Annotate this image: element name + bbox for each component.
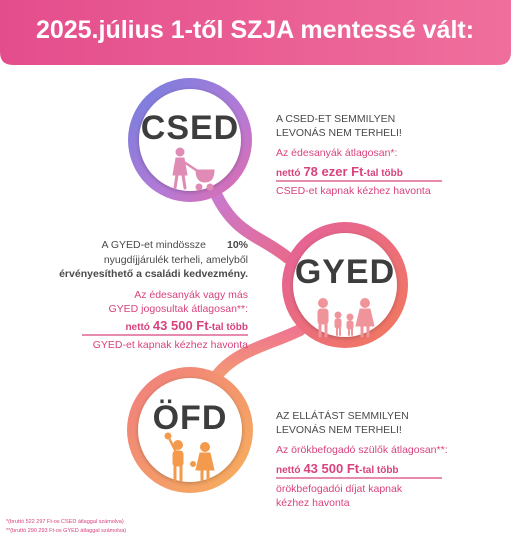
intro-line: Az örökbefogadó szülők átlagosan**: [276,444,448,456]
outro-line: GYED-et kapnak kézhez havonta [93,339,248,351]
icon-family [317,298,375,338]
amount-prefix: nettó [276,168,300,179]
heading-highlight: 10% [227,239,249,251]
amount: nettó 43 500 Ft-tal több [276,461,399,476]
amount-value: 43 500 Ft [153,318,209,333]
section-label: CSED [141,109,239,147]
icon-mother-stroller [172,147,215,191]
intro-line: Az édesanyák vagy más [134,289,248,301]
connector [209,324,306,384]
outro-line: CSED-et kapnak kézhez havonta [276,185,431,197]
title: 2025.július 1-től SZJA mentessé vált: [36,16,474,44]
csed-circle: CSED [128,78,252,202]
header-bar [0,0,511,65]
amount-suffix: -tal több [209,322,248,333]
amount: nettó 78 ezer Ft-tal több [276,164,403,179]
heading-line: LEVONÁS NEM TERHELI! [276,126,402,139]
section-label: GYED [295,253,395,291]
heading-line: A GYED-et mindössze [102,239,207,251]
amount-prefix: nettó [125,322,149,333]
amount-prefix: nettó [276,465,300,476]
ofd-circle: ÖFD [127,367,253,493]
footnote: *(bruttó 522 297 Ft-os CSED átlaggal szá… [6,519,124,525]
gyed-circle: GYED [282,222,408,348]
connector [209,186,294,264]
amount-value: 43 500 Ft [303,461,359,476]
intro-line: Az édesanyák átlagosan*: [276,147,397,159]
heading-line: AZ ELLÁTÁST SEMMILYEN [276,409,409,422]
heading-line: nyugdíjjárulék terheli, amelyből [104,254,248,266]
amount: nettó 43 500 Ft-tal több [125,318,248,333]
heading-line: érvényesíthető a családi kedvezmény. [59,268,248,280]
footnote: **(bruttó 290 293 Ft-os GYED átlaggal sz… [6,528,126,534]
amount-value: 78 ezer Ft [303,164,364,179]
amount-suffix: -tal több [363,168,402,179]
icon-adoptive-parents [164,432,215,482]
intro-line: GYED jogosultak átlagosan**: [109,303,249,315]
outro-line: kézhez havonta [276,497,350,509]
amount-suffix: -tal több [359,465,398,476]
section-label: ÖFD [153,399,228,437]
outro-line: örökbefogadói díjat kapnak [276,483,403,495]
heading-line: A CSED-ET SEMMILYEN [276,113,395,125]
heading-line: LEVONÁS NEM TERHELI! [276,423,402,436]
